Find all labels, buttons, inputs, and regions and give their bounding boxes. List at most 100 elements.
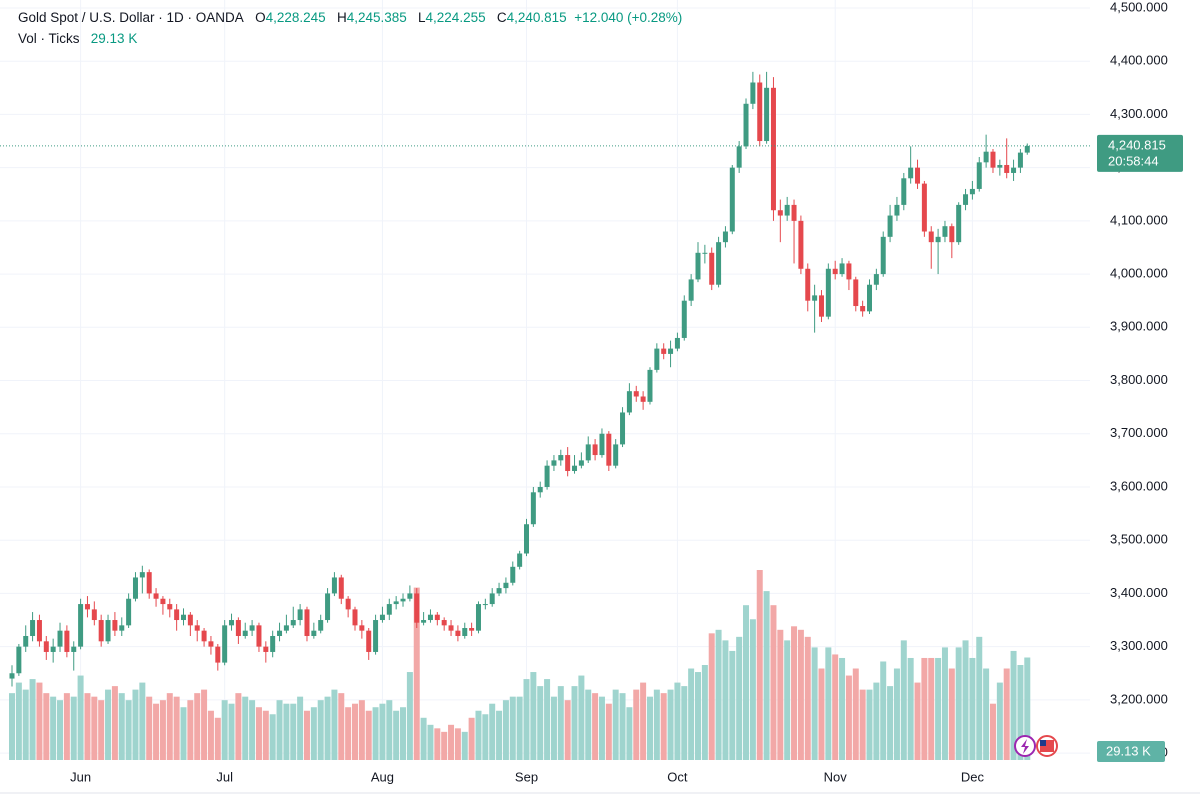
volume-bar [9, 693, 15, 760]
candle-body [963, 194, 969, 205]
volume-bar [420, 717, 427, 760]
candle-body [366, 630, 372, 652]
volume-bar [70, 696, 77, 760]
volume-bar [653, 689, 660, 760]
volume-bar [214, 717, 221, 760]
candle-body [928, 231, 934, 243]
volume-bar [372, 707, 379, 760]
volume-bar [592, 693, 599, 760]
volume-bar [125, 700, 132, 760]
volume-bar [187, 700, 194, 760]
volume-bar [907, 657, 914, 760]
volume-bar [118, 693, 125, 760]
candle-body [997, 164, 1003, 168]
volume-bar [701, 665, 708, 760]
volume-bar [269, 714, 276, 760]
volume-bar [887, 686, 894, 760]
volume-bar [77, 675, 84, 760]
y-tick-label: 4,000.000 [1110, 266, 1168, 281]
candle-body [78, 604, 84, 647]
candle-body [386, 604, 392, 615]
candle-body [455, 630, 461, 636]
close-value: 4,240.815 [506, 10, 567, 25]
candle-body [757, 82, 763, 142]
volume-bar [139, 682, 146, 760]
volume-bar [935, 657, 942, 760]
candle-body [873, 274, 879, 285]
candle-body [777, 210, 783, 216]
open-value: 4,228.245 [265, 10, 326, 25]
volume-bar [749, 619, 756, 760]
candle-body [434, 614, 440, 621]
candle-body [846, 263, 852, 280]
candle-body [791, 204, 797, 221]
candle-body [908, 167, 914, 179]
flag-canton [1040, 740, 1046, 746]
volume-bar [146, 696, 153, 760]
volume-bar [605, 703, 612, 760]
candle-body [9, 673, 15, 679]
volume-bar [331, 689, 338, 760]
candle-body [290, 620, 296, 626]
candle-body [524, 524, 529, 554]
candle-body [160, 598, 166, 605]
volume-bar [832, 654, 839, 760]
candle-body [379, 614, 385, 621]
candle-body [681, 300, 687, 338]
volume-bar [743, 605, 750, 760]
volume-bar [756, 570, 763, 760]
volume-bar [352, 703, 358, 760]
volume-bar [434, 728, 441, 760]
candle-body [510, 566, 516, 583]
volume-bar [619, 693, 626, 760]
volume-bar [626, 707, 633, 760]
candle-body [256, 625, 262, 647]
x-tick-label: Nov [824, 769, 848, 784]
y-tick-label: 3,900.000 [1110, 319, 1168, 334]
volume-bar [105, 689, 112, 760]
volume-bar [358, 700, 365, 760]
candle-body [222, 625, 228, 663]
volume-bar [228, 703, 235, 760]
candle-body [880, 236, 886, 275]
candle-body [71, 646, 77, 652]
volume-bar [365, 710, 372, 760]
volume-bar [955, 647, 962, 760]
volume-name[interactable]: Vol · Ticks [18, 31, 80, 46]
volume-bar [976, 636, 983, 760]
volume-bar [646, 696, 653, 760]
candle-body [517, 553, 523, 567]
volume-bar [166, 693, 173, 760]
x-tick-label: Aug [371, 769, 394, 784]
candle-body [393, 601, 399, 605]
volume-bar [317, 700, 324, 760]
volume-bar [502, 700, 509, 760]
volume-bar [941, 647, 948, 760]
volume-bar [893, 668, 900, 760]
symbol-title[interactable]: Gold Spot / U.S. Dollar · 1D · OANDA [18, 10, 244, 25]
candle-body [112, 620, 118, 631]
volume-bar [804, 636, 811, 760]
candle-body [167, 604, 173, 610]
candle-body [215, 646, 221, 663]
volume-bar [962, 640, 969, 760]
candle-body [359, 625, 365, 631]
volume-bar [29, 679, 36, 760]
volume-bar [441, 731, 448, 760]
candle-body [722, 231, 728, 243]
candle-body [599, 433, 605, 456]
volume-bar [379, 703, 386, 760]
legend-row: Vol · Ticks 29.13 K [18, 28, 682, 49]
volume-bar [111, 686, 118, 760]
x-tick-label: Dec [961, 769, 985, 784]
volume-bar [544, 679, 551, 760]
candle-body [784, 204, 790, 216]
volume-bar [84, 693, 91, 760]
candle-body [43, 641, 49, 652]
volume-bar [564, 700, 571, 760]
volume-bar [715, 629, 722, 760]
candle-body [537, 486, 543, 493]
candle-body [743, 103, 749, 147]
candle-body [187, 614, 193, 626]
